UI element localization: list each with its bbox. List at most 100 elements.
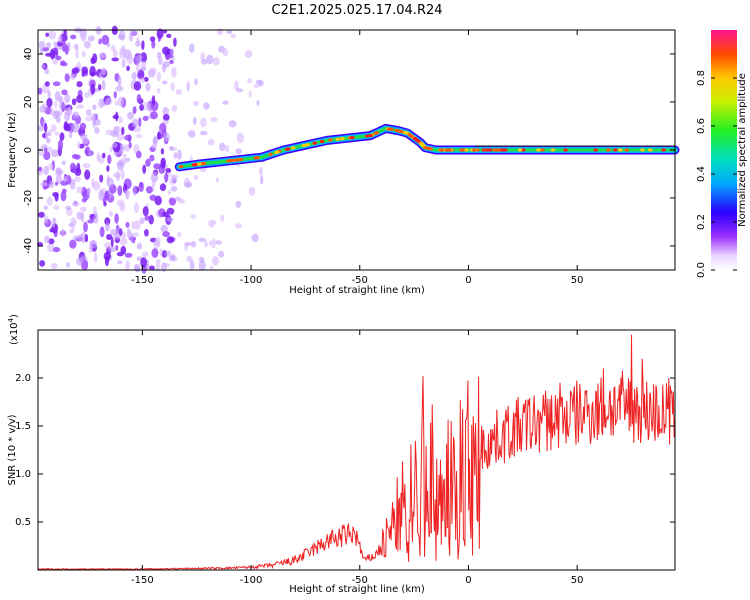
- noise-blob: [119, 203, 126, 212]
- noise-blob: [98, 84, 102, 91]
- noise-blob: [98, 52, 107, 59]
- noise-blob: [110, 236, 114, 248]
- spectrogram-noise: [36, 25, 264, 274]
- noise-blob: [66, 262, 70, 268]
- ridge-hotspot: [229, 158, 234, 163]
- noise-blob: [54, 131, 60, 136]
- noise-blob: [165, 168, 172, 173]
- ridge-hotspot: [335, 137, 340, 141]
- noise-blob: [93, 214, 99, 224]
- noise-blob: [50, 124, 57, 133]
- noise-blob: [82, 162, 91, 169]
- noise-blob: [77, 234, 84, 241]
- noise-blob: [125, 260, 130, 271]
- noise-blob: [234, 80, 239, 91]
- noise-blob: [86, 187, 91, 193]
- noise-blob: [132, 237, 136, 244]
- noise-blob: [156, 71, 162, 82]
- noise-blob: [212, 255, 219, 266]
- noise-blob: [71, 201, 80, 208]
- noise-blob: [138, 182, 144, 193]
- noise-blob: [59, 132, 65, 141]
- ridge-hotspot: [374, 131, 379, 135]
- ridge-hotspot: [191, 163, 197, 167]
- noise-blob: [168, 197, 177, 206]
- ridge-hotspot: [200, 162, 205, 166]
- x-tick-label: -50: [352, 275, 368, 286]
- noise-blob: [38, 166, 42, 172]
- noise-blob: [60, 191, 67, 202]
- noise-blob: [149, 67, 157, 73]
- noise-blob: [133, 81, 142, 91]
- noise-blob: [84, 234, 89, 243]
- noise-blob: [132, 106, 137, 115]
- noise-blob: [60, 62, 68, 67]
- noise-blob: [153, 240, 161, 248]
- noise-blob: [200, 130, 208, 136]
- noise-blob: [99, 174, 104, 183]
- ridge-hotspot: [368, 134, 373, 138]
- noise-blob: [79, 122, 87, 130]
- noise-blob: [149, 154, 155, 162]
- noise-blob: [156, 88, 161, 94]
- noise-blob: [72, 111, 79, 119]
- noise-blob: [73, 235, 80, 241]
- noise-blob: [79, 133, 88, 140]
- noise-blob: [81, 66, 88, 75]
- noise-blob: [171, 104, 178, 113]
- ridge-hotspot: [233, 158, 238, 162]
- y-tick-label: 1.5: [15, 421, 31, 432]
- noise-blob: [124, 252, 133, 258]
- noise-blob: [101, 79, 106, 91]
- ridge-hotspot: [319, 139, 325, 144]
- ridge-hotspot: [274, 150, 279, 154]
- ridge-hotspot: [550, 148, 556, 152]
- noise-blob: [45, 137, 51, 144]
- noise-blob: [160, 157, 166, 169]
- noise-blob: [162, 63, 166, 73]
- noise-blob: [68, 222, 73, 228]
- noise-blob: [150, 176, 159, 181]
- colorbar-tick-label: 0.6: [696, 118, 707, 134]
- noise-blob: [94, 212, 98, 217]
- noise-blob: [91, 113, 97, 122]
- noise-blob: [43, 205, 48, 210]
- noise-blob: [258, 80, 264, 87]
- noise-blob: [69, 74, 76, 80]
- noise-blob: [184, 241, 192, 247]
- noise-blob: [192, 116, 197, 126]
- noise-blob: [114, 126, 121, 133]
- noise-blob: [156, 51, 162, 59]
- snr-ylabel: SNR (10 * v/v): [7, 414, 18, 485]
- noise-blob: [134, 202, 139, 214]
- noise-blob: [188, 43, 195, 53]
- noise-blob: [91, 178, 95, 188]
- noise-blob: [244, 50, 253, 58]
- noise-blob: [52, 246, 61, 253]
- noise-blob: [220, 214, 225, 222]
- noise-blob: [119, 237, 128, 246]
- noise-blob: [158, 56, 163, 66]
- noise-blob: [74, 176, 81, 183]
- noise-blob: [76, 94, 84, 104]
- spectrogram-y-ticks: -40 -20 0 20 40: [23, 48, 675, 254]
- noise-blob: [117, 96, 125, 107]
- noise-blob: [122, 153, 127, 158]
- noise-blob: [46, 97, 53, 108]
- noise-blob: [104, 242, 111, 249]
- noise-blob: [160, 224, 168, 233]
- noise-blob: [140, 66, 147, 72]
- noise-blob: [38, 211, 45, 218]
- colorbar-ticks: 0.0 0.2 0.4 0.6 0.8: [696, 70, 737, 278]
- y-tick-label: 40: [23, 48, 34, 61]
- noise-blob: [248, 186, 256, 196]
- noise-blob: [89, 71, 97, 77]
- noise-blob: [161, 80, 168, 85]
- noise-blob: [43, 151, 51, 161]
- ridge-hotspot: [521, 148, 526, 152]
- noise-blob: [55, 55, 62, 61]
- snr-scale-factor: (x104): [7, 314, 20, 345]
- spectrogram-ridge: [174, 123, 680, 172]
- y-tick-label: 2.0: [15, 373, 31, 384]
